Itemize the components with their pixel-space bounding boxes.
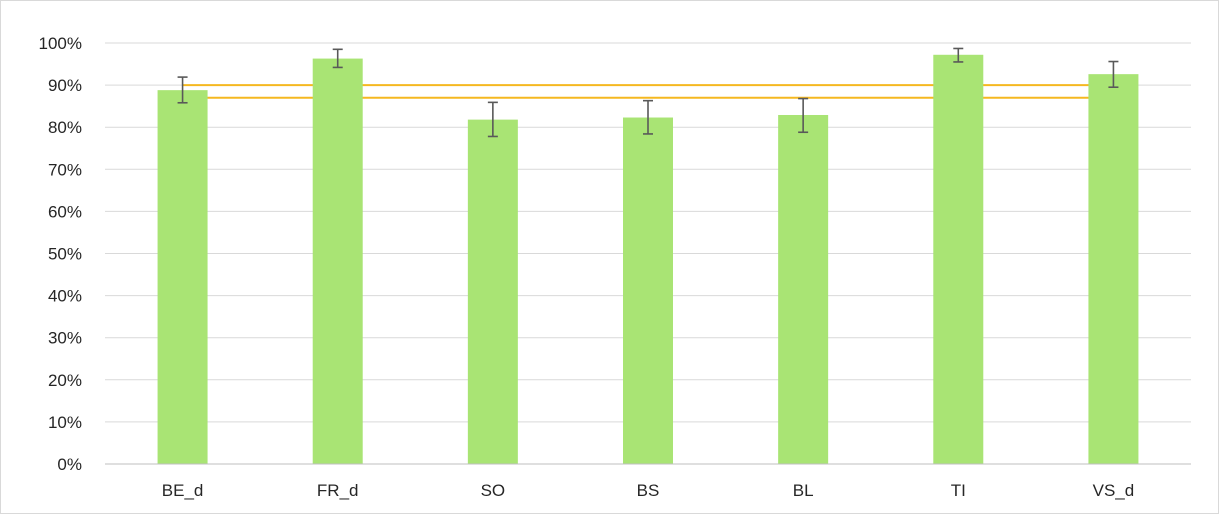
y-tick-label: 0% bbox=[57, 455, 82, 474]
y-tick-label: 60% bbox=[48, 202, 82, 221]
x-tick-label: BE_d bbox=[162, 481, 204, 500]
y-tick-label: 10% bbox=[48, 413, 82, 432]
x-tick-label: BL bbox=[793, 481, 814, 500]
error-bar-SO bbox=[487, 101, 498, 138]
y-tick-label: 100% bbox=[39, 34, 82, 53]
bar-BL bbox=[778, 114, 829, 464]
error-bar-BL bbox=[798, 97, 809, 134]
error-bars bbox=[177, 47, 1119, 138]
y-tick-label: 30% bbox=[48, 329, 82, 348]
error-bar-TI bbox=[953, 47, 964, 63]
y-tick-label: 80% bbox=[48, 118, 82, 137]
x-tick-label: BS bbox=[637, 481, 660, 500]
error-bar-BE_d bbox=[177, 76, 188, 104]
x-tick-label: VS_d bbox=[1093, 481, 1135, 500]
bar-TI bbox=[933, 54, 984, 465]
y-tick-label: 50% bbox=[48, 245, 82, 264]
error-bar-FR_d bbox=[332, 48, 343, 69]
x-tick-label: TI bbox=[951, 481, 966, 500]
bar-BS bbox=[623, 117, 673, 464]
y-tick-label: 20% bbox=[48, 371, 82, 390]
bar-BE_d bbox=[157, 90, 208, 464]
y-tick-label: 70% bbox=[48, 160, 82, 179]
y-tick-label: 40% bbox=[48, 287, 82, 306]
bar-FR_d bbox=[312, 58, 363, 465]
error-bar-VS_d bbox=[1108, 60, 1119, 89]
x-tick-label: SO bbox=[481, 481, 506, 500]
bar-VS_d bbox=[1088, 74, 1139, 465]
bar-SO bbox=[467, 119, 518, 464]
y-tick-label: 90% bbox=[48, 76, 82, 95]
x-tick-label: FR_d bbox=[317, 481, 359, 500]
bars bbox=[157, 54, 1139, 465]
x-axis-ticks: BE_d FR_d SO BS BL TI VS_d bbox=[162, 481, 1134, 500]
y-axis-ticks: 0% 10% 20% 30% 40% 50% 60% 70% 80% 90% 100% bbox=[39, 34, 82, 474]
error-bar-BS bbox=[643, 99, 653, 135]
